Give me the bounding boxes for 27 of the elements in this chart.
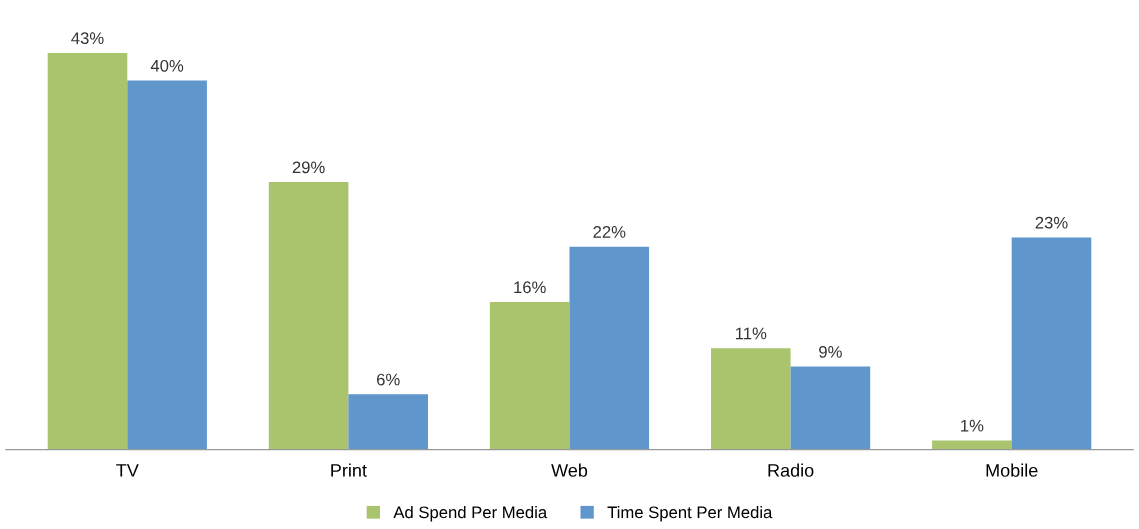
- data-label: 16%: [514, 281, 546, 294]
- bar: [1011, 237, 1092, 450]
- data-label: 1%: [961, 419, 984, 432]
- bar: [127, 80, 207, 450]
- bar: [569, 246, 650, 450]
- data-label: 11%: [736, 327, 767, 340]
- data-label: 9%: [819, 345, 842, 358]
- bar: [47, 52, 128, 450]
- bar: [489, 302, 570, 450]
- bar: [932, 440, 1012, 450]
- data-label: 43%: [71, 32, 104, 45]
- x-tick-label: Mobile: [986, 463, 1038, 477]
- x-tick-label: Print: [331, 463, 367, 477]
- bar: [711, 348, 791, 450]
- data-label: 6%: [377, 373, 400, 386]
- data-label: 29%: [292, 161, 325, 174]
- data-label: 22%: [593, 226, 626, 238]
- data-label: 40%: [150, 59, 184, 72]
- x-tick-label: TV: [116, 464, 139, 477]
- data-label: 23%: [1035, 216, 1068, 229]
- legend-label: Ad Spend Per Media: [393, 506, 548, 522]
- bar: [348, 394, 428, 450]
- legend-label: Time Spent Per Media: [607, 506, 773, 522]
- x-tick-label: Radio: [768, 463, 814, 477]
- bar: [790, 366, 871, 450]
- x-tick-label: Web: [551, 463, 588, 477]
- bar: [268, 182, 349, 450]
